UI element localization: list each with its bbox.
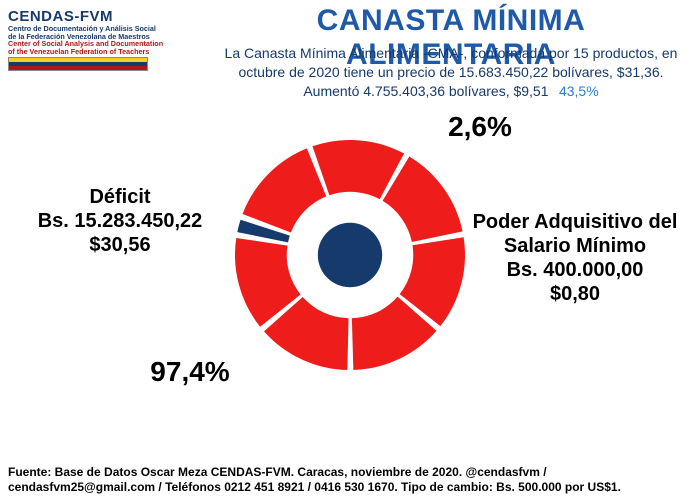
label-poder: Poder Adquisitivo del Salario Mínimo Bs.… [470, 210, 680, 306]
deficit-bs: Bs. 15.283.450,22 [38, 210, 203, 232]
poder-title1: Poder Adquisitivo del [473, 211, 678, 233]
logo-sub-en2: of the Venezuelan Federation of Teachers [8, 48, 208, 56]
footer-text: Fuente: Base de Datos Oscar Meza CENDAS-… [8, 465, 692, 494]
deficit-usd: $30,56 [89, 234, 150, 256]
page-subtitle: La Canasta Mínima Alimentaria -CMA-, con… [210, 44, 692, 102]
label-pct-right: 2,6% [430, 110, 530, 144]
chart-area: Déficit Bs. 15.283.450,22 $30,56 97,4% 2… [0, 110, 700, 440]
label-pct-left: 97,4% [130, 355, 250, 389]
poder-bs: Bs. 400.000,00 [507, 259, 644, 281]
donut-chart [235, 140, 465, 370]
logo-block: CENDAS-FVM Centro de Documentación y Aná… [8, 8, 208, 71]
poder-title2: Salario Mínimo [504, 235, 646, 257]
donut-center [318, 223, 382, 287]
logo-title: CENDAS-FVM [8, 8, 208, 25]
deficit-title: Déficit [89, 186, 150, 208]
label-deficit: Déficit Bs. 15.283.450,22 $30,56 [20, 185, 220, 257]
poder-usd: $0,80 [550, 283, 600, 305]
flag-icon [8, 57, 148, 71]
donut-segment [243, 148, 327, 232]
subtitle-text: La Canasta Mínima Alimentaria -CMA-, con… [225, 45, 678, 99]
subtitle-pct: 43,5% [559, 83, 599, 99]
